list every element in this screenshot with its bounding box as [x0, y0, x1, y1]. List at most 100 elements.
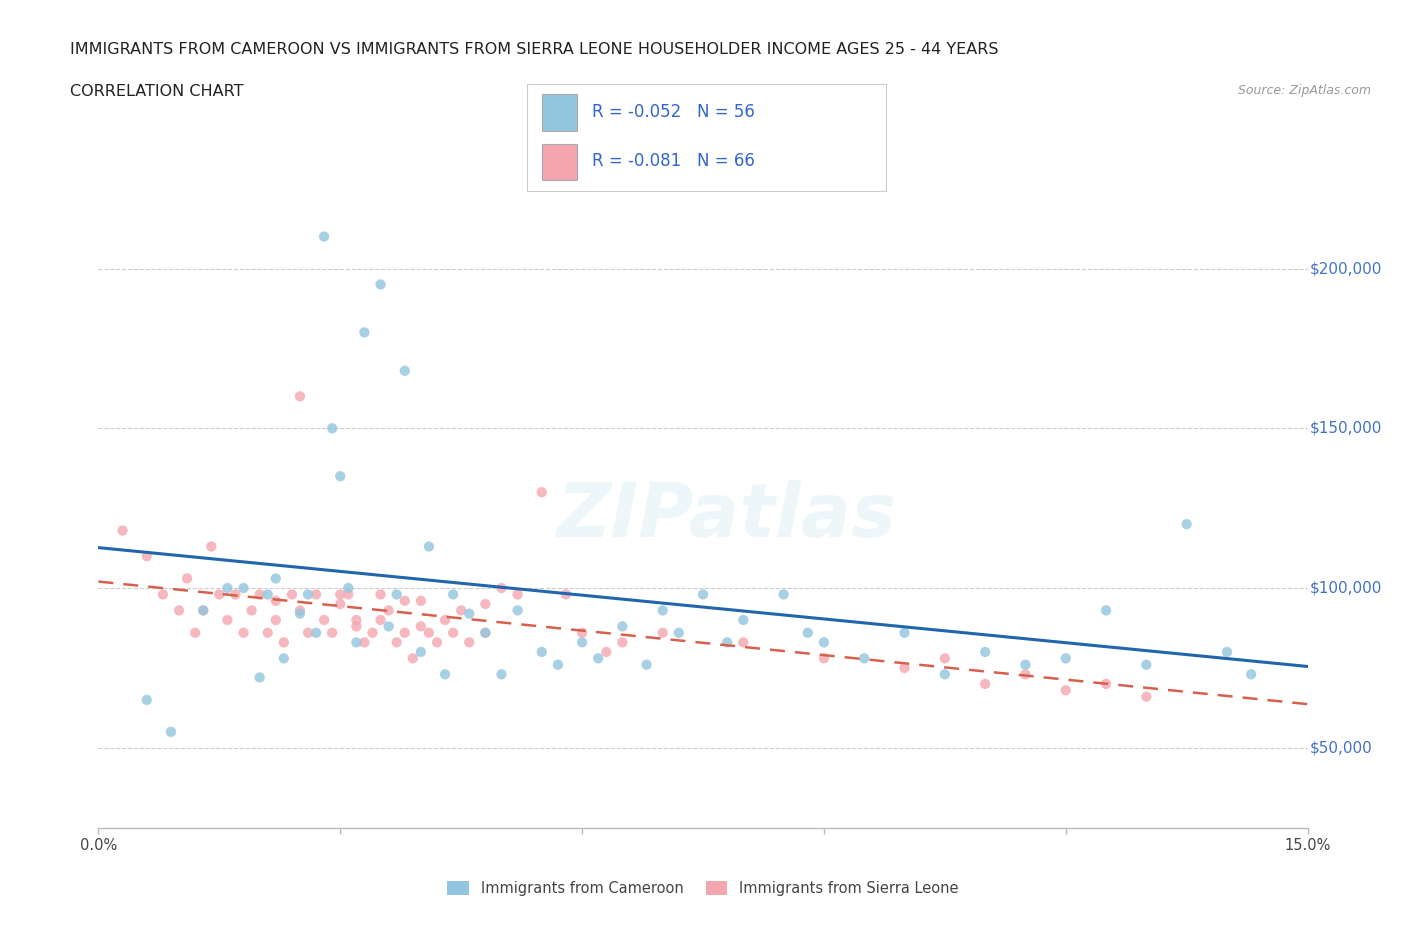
- Point: [733, 613, 755, 628]
- Point: [772, 587, 794, 602]
- Point: [152, 587, 174, 602]
- Point: [232, 580, 254, 595]
- Point: [797, 625, 820, 640]
- Point: [377, 603, 399, 618]
- Point: [167, 603, 190, 618]
- Point: [329, 587, 352, 602]
- Point: [385, 587, 408, 602]
- Point: [1135, 658, 1157, 672]
- Point: [256, 625, 278, 640]
- Point: [612, 619, 634, 634]
- Point: [264, 593, 287, 608]
- Point: [370, 613, 392, 628]
- Point: [458, 635, 481, 650]
- Point: [385, 635, 408, 650]
- Point: [1095, 603, 1118, 618]
- Point: [193, 603, 215, 618]
- Point: [853, 651, 876, 666]
- Point: [813, 635, 835, 650]
- Point: [1135, 689, 1157, 704]
- Point: [1095, 676, 1118, 691]
- Point: [370, 277, 392, 292]
- Point: [344, 619, 367, 634]
- Point: [491, 667, 513, 682]
- Point: [288, 603, 311, 618]
- Point: [813, 651, 835, 666]
- Point: [224, 587, 246, 602]
- Point: [893, 625, 915, 640]
- Bar: [541, 143, 578, 180]
- Legend: Immigrants from Cameroon, Immigrants from Sierra Leone: Immigrants from Cameroon, Immigrants fro…: [441, 875, 965, 901]
- Point: [321, 625, 343, 640]
- Text: $50,000: $50,000: [1310, 740, 1372, 755]
- Point: [240, 603, 263, 618]
- Point: [612, 635, 634, 650]
- Point: [193, 603, 215, 618]
- Point: [273, 651, 295, 666]
- Point: [409, 593, 432, 608]
- Text: $200,000: $200,000: [1310, 261, 1382, 276]
- Point: [1014, 667, 1036, 682]
- Text: CORRELATION CHART: CORRELATION CHART: [70, 84, 243, 99]
- Point: [434, 667, 457, 682]
- Point: [305, 587, 328, 602]
- Point: [305, 625, 328, 640]
- Point: [208, 587, 231, 602]
- Point: [273, 635, 295, 650]
- Point: [1240, 667, 1263, 682]
- Point: [200, 539, 222, 554]
- Point: [264, 571, 287, 586]
- Point: [281, 587, 304, 602]
- Point: [893, 660, 915, 675]
- Point: [176, 571, 198, 586]
- Point: [571, 625, 593, 640]
- Point: [353, 325, 375, 339]
- Point: [716, 635, 738, 650]
- Point: [394, 625, 416, 640]
- Point: [184, 625, 207, 640]
- Point: [314, 229, 336, 244]
- Point: [506, 587, 529, 602]
- Point: [474, 596, 496, 611]
- Point: [329, 469, 352, 484]
- Point: [934, 651, 956, 666]
- Point: [249, 587, 271, 602]
- Point: [418, 625, 440, 640]
- Point: [651, 625, 673, 640]
- Point: [337, 587, 360, 602]
- Point: [418, 539, 440, 554]
- Point: [377, 619, 399, 634]
- Point: [651, 603, 673, 618]
- Point: [314, 613, 336, 628]
- Point: [111, 523, 134, 538]
- Point: [636, 658, 658, 672]
- Point: [1054, 651, 1077, 666]
- Bar: [541, 94, 578, 131]
- Point: [434, 613, 457, 628]
- Point: [394, 593, 416, 608]
- Point: [506, 603, 529, 618]
- Point: [426, 635, 449, 650]
- Point: [321, 421, 343, 436]
- Point: [264, 613, 287, 628]
- Point: [249, 671, 271, 685]
- Point: [135, 693, 157, 708]
- Point: [692, 587, 714, 602]
- Point: [337, 580, 360, 595]
- Point: [344, 635, 367, 650]
- Point: [458, 606, 481, 621]
- Text: IMMIGRANTS FROM CAMEROON VS IMMIGRANTS FROM SIERRA LEONE HOUSEHOLDER INCOME AGES: IMMIGRANTS FROM CAMEROON VS IMMIGRANTS F…: [70, 42, 998, 57]
- Point: [288, 606, 311, 621]
- Text: R = -0.081   N = 66: R = -0.081 N = 66: [592, 153, 755, 170]
- Point: [232, 625, 254, 640]
- Point: [1216, 644, 1239, 659]
- Text: Source: ZipAtlas.com: Source: ZipAtlas.com: [1237, 84, 1371, 97]
- Point: [297, 625, 319, 640]
- Point: [135, 549, 157, 564]
- Point: [370, 587, 392, 602]
- Point: [409, 644, 432, 659]
- Point: [595, 644, 617, 659]
- Point: [160, 724, 183, 739]
- Point: [474, 625, 496, 640]
- Text: ZIPatlas: ZIPatlas: [557, 480, 897, 552]
